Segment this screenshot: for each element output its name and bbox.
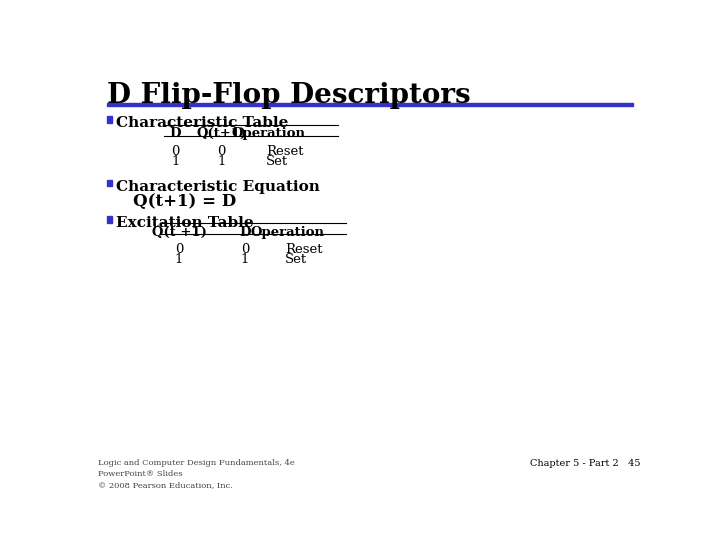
Text: Chapter 5 - Part 2   45: Chapter 5 - Part 2 45 xyxy=(530,460,640,468)
Text: 0: 0 xyxy=(240,244,249,256)
Text: Q(t+1) = D: Q(t+1) = D xyxy=(132,193,236,211)
Text: Characteristic Table: Characteristic Table xyxy=(117,116,289,130)
Text: 1: 1 xyxy=(217,155,226,168)
Text: Q(t +1): Q(t +1) xyxy=(152,226,207,239)
Text: Q(t+1): Q(t+1) xyxy=(197,127,247,140)
Text: 0: 0 xyxy=(217,145,226,158)
Text: Operation: Operation xyxy=(231,127,305,140)
Text: D Flip-Flop Descriptors: D Flip-Flop Descriptors xyxy=(107,82,471,109)
Text: 1: 1 xyxy=(240,253,249,266)
Text: Reset: Reset xyxy=(285,244,323,256)
Text: 0: 0 xyxy=(175,244,184,256)
Text: Set: Set xyxy=(285,253,307,266)
Text: Logic and Computer Design Fundamentals, 4e
PowerPoint® Slides
© 2008 Pearson Edu: Logic and Computer Design Fundamentals, … xyxy=(98,459,294,489)
Bar xyxy=(107,103,632,106)
Text: D: D xyxy=(169,127,181,140)
Text: 0: 0 xyxy=(171,145,179,158)
Bar xyxy=(107,215,112,222)
Text: Excitation Table: Excitation Table xyxy=(117,215,254,230)
Text: 1: 1 xyxy=(171,155,179,168)
Text: D: D xyxy=(239,226,251,239)
Text: Set: Set xyxy=(266,155,288,168)
Text: Characteristic Equation: Characteristic Equation xyxy=(117,179,320,193)
Text: 1: 1 xyxy=(175,253,184,266)
Bar xyxy=(107,116,112,123)
Text: Reset: Reset xyxy=(266,145,303,158)
Bar xyxy=(107,179,112,186)
Text: Operation: Operation xyxy=(251,226,325,239)
